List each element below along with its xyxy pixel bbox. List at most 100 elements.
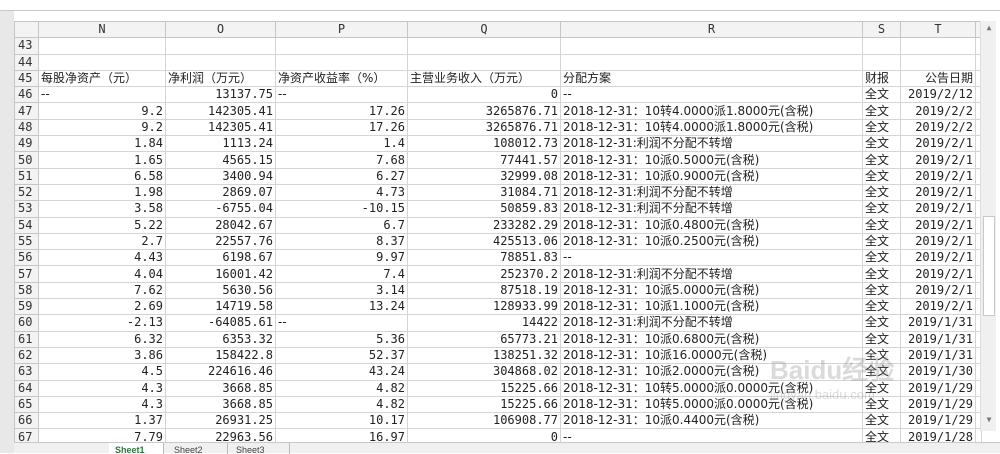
row-header[interactable]: 57	[14, 265, 39, 283]
cell-o[interactable]: 6198.67	[165, 249, 276, 267]
cell-s[interactable]: 财报	[862, 69, 901, 88]
cell-n[interactable]: 6.32	[38, 330, 166, 348]
scroll-up-arrow-icon[interactable]: ▲	[986, 23, 992, 32]
cell-s[interactable]	[862, 53, 901, 71]
scrollbar-thumb[interactable]	[983, 216, 995, 316]
cell-n[interactable]: 4.43	[38, 249, 166, 267]
cell-q[interactable]: 252370.2	[407, 265, 561, 283]
cell-r[interactable]: 2018-12-31:利润不分配不转增	[560, 314, 863, 332]
cell-p[interactable]: 17.26	[275, 118, 408, 137]
cell-r[interactable]: 2018-12-31：10派0.5000元(含税)	[560, 151, 863, 169]
cell-q[interactable]: 65773.21	[407, 330, 561, 348]
cell-s[interactable]: 全文	[862, 265, 901, 283]
cell-n[interactable]: 3.58	[38, 200, 166, 218]
cell-s[interactable]: 全文	[862, 412, 901, 430]
cell-q[interactable]: 233282.29	[407, 216, 561, 234]
cell-q[interactable]: 31084.71	[407, 183, 561, 202]
cell-q[interactable]	[407, 37, 561, 55]
cell-p[interactable]: --	[275, 314, 408, 332]
cell-n[interactable]: 2.69	[38, 298, 166, 316]
cell-s[interactable]: 全文	[862, 379, 901, 397]
cell-o[interactable]: 6353.32	[165, 330, 276, 348]
cell-t[interactable]: 2019/2/1	[900, 232, 976, 251]
cell-n[interactable]: 3.86	[38, 346, 166, 365]
sheet-tab-2[interactable]: Sheet2	[168, 443, 228, 454]
cell-r[interactable]: 2018-12-31：10派5.0000元(含税)	[560, 281, 863, 300]
cell-n[interactable]: 4.04	[38, 265, 166, 283]
cell-s[interactable]: 全文	[862, 200, 901, 218]
cell-p[interactable]: 8.37	[275, 232, 408, 251]
cell-o[interactable]: 224616.46	[165, 363, 276, 381]
cell-q[interactable]: 15225.66	[407, 379, 561, 397]
cell-t[interactable]: 2019/2/1	[900, 298, 976, 316]
cell-t[interactable]: 2019/2/1	[900, 167, 976, 185]
cell-s[interactable]: 全文	[862, 135, 901, 153]
select-all-corner[interactable]	[14, 20, 39, 39]
cell-p[interactable]: 净资产收益率（%）	[275, 69, 408, 88]
row-header[interactable]: 51	[14, 167, 39, 185]
cell-p[interactable]: 4.82	[275, 379, 408, 397]
cell-r[interactable]: 2018-12-31：10转5.0000派0.0000元(含税)	[560, 395, 863, 414]
cell-t[interactable]: 2019/2/1	[900, 135, 976, 153]
cell-o[interactable]: 28042.67	[165, 216, 276, 234]
cell-t[interactable]: 2019/1/31	[900, 314, 976, 332]
cell-p[interactable]: 13.24	[275, 298, 408, 316]
cell-r[interactable]: 2018-12-31：10派0.2500元(含税)	[560, 232, 863, 251]
row-header[interactable]: 64	[14, 379, 39, 397]
cell-q[interactable]: 3265876.71	[407, 118, 561, 137]
row-header[interactable]: 49	[14, 135, 39, 153]
cell-o[interactable]: 3668.85	[165, 395, 276, 414]
cell-r[interactable]: 2018-12-31：10派0.6800元(含税)	[560, 330, 863, 348]
row-header[interactable]: 63	[14, 363, 39, 381]
row-header[interactable]: 65	[14, 395, 39, 414]
cell-o[interactable]: 14719.58	[165, 298, 276, 316]
cell-t[interactable]: 2019/1/31	[900, 330, 976, 348]
cell-r[interactable]	[560, 37, 863, 55]
cell-t[interactable]	[900, 53, 976, 71]
cell-r[interactable]: 2018-12-31：10派0.9000元(含税)	[560, 167, 863, 185]
row-header[interactable]: 53	[14, 200, 39, 218]
cell-s[interactable]: 全文	[862, 363, 901, 381]
cell-q[interactable]: 50859.83	[407, 200, 561, 218]
cell-n[interactable]: 9.2	[38, 118, 166, 137]
cell-s[interactable]: 全文	[862, 232, 901, 251]
row-header[interactable]: 46	[14, 86, 39, 104]
cell-n[interactable]: 4.3	[38, 395, 166, 414]
row-header[interactable]: 54	[14, 216, 39, 234]
cell-n[interactable]: -2.13	[38, 314, 166, 332]
cell-s[interactable]: 全文	[862, 151, 901, 169]
cell-s[interactable]: 全文	[862, 395, 901, 414]
cell-q[interactable]: 77441.57	[407, 151, 561, 169]
column-header-q[interactable]: Q	[407, 20, 561, 39]
cell-o[interactable]	[165, 53, 276, 71]
cell-p[interactable]: 5.36	[275, 330, 408, 348]
cell-q[interactable]: 3265876.71	[407, 102, 561, 120]
cell-o[interactable]: 142305.41	[165, 102, 276, 120]
cell-t[interactable]: 2019/1/31	[900, 346, 976, 365]
cell-t[interactable]: 2019/2/1	[900, 183, 976, 202]
cell-t[interactable]: 2019/2/1	[900, 151, 976, 169]
cell-r[interactable]: --	[560, 249, 863, 267]
cell-o[interactable]: 158422.8	[165, 346, 276, 365]
cell-t[interactable]: 2019/1/30	[900, 363, 976, 381]
spreadsheet-grid[interactable]: N O P Q R S T 43 44 45 每股净资产（元） 净利润（万元） 净资产收益…	[14, 20, 982, 446]
cell-o[interactable]: 净利润（万元）	[165, 69, 276, 88]
cell-o[interactable]: 1113.24	[165, 135, 276, 153]
sheet-tab-1[interactable]: Sheet1	[109, 443, 164, 454]
row-header[interactable]: 58	[14, 281, 39, 300]
cell-q[interactable]: 78851.83	[407, 249, 561, 267]
cell-p[interactable]	[275, 37, 408, 55]
cell-o[interactable]: 3668.85	[165, 379, 276, 397]
cell-n[interactable]: 5.22	[38, 216, 166, 234]
cell-p[interactable]: --	[275, 86, 408, 104]
cell-q[interactable]: 0	[407, 86, 561, 104]
cell-q[interactable]	[407, 53, 561, 71]
row-header[interactable]: 66	[14, 412, 39, 430]
row-header[interactable]: 67	[14, 428, 39, 446]
cell-s[interactable]: 全文	[862, 428, 901, 446]
cell-s[interactable]: 全文	[862, 314, 901, 332]
cell-q[interactable]: 106908.77	[407, 412, 561, 430]
cell-t[interactable]: 2019/2/2	[900, 118, 976, 137]
cell-o[interactable]: 4565.15	[165, 151, 276, 169]
cell-o[interactable]: -6755.04	[165, 200, 276, 218]
